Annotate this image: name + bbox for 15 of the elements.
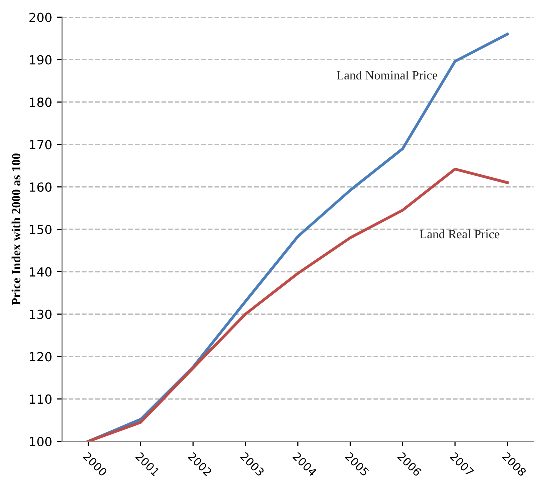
series-label: Land Nominal Price xyxy=(336,70,438,80)
line-series xyxy=(87,168,510,442)
text: Land Real Price xyxy=(420,230,500,239)
y-tick-label: 120 xyxy=(30,352,52,362)
y-tick-label: 160 xyxy=(30,182,52,192)
y-tick-label: 200 xyxy=(30,12,52,22)
y-tick-label: 190 xyxy=(30,55,52,65)
y-tick-label: 150 xyxy=(30,225,52,234)
y-tick-label: 100 xyxy=(30,437,52,447)
y-tick-label: 130 xyxy=(30,310,52,320)
y-tick-label: 170 xyxy=(30,140,52,150)
y-tick-label: 140 xyxy=(30,267,52,277)
y-tick-label: 110 xyxy=(30,394,52,404)
y-axis-title: Price Index with 2000 as 100 xyxy=(12,154,21,306)
y-tick-label: 180 xyxy=(30,98,52,108)
